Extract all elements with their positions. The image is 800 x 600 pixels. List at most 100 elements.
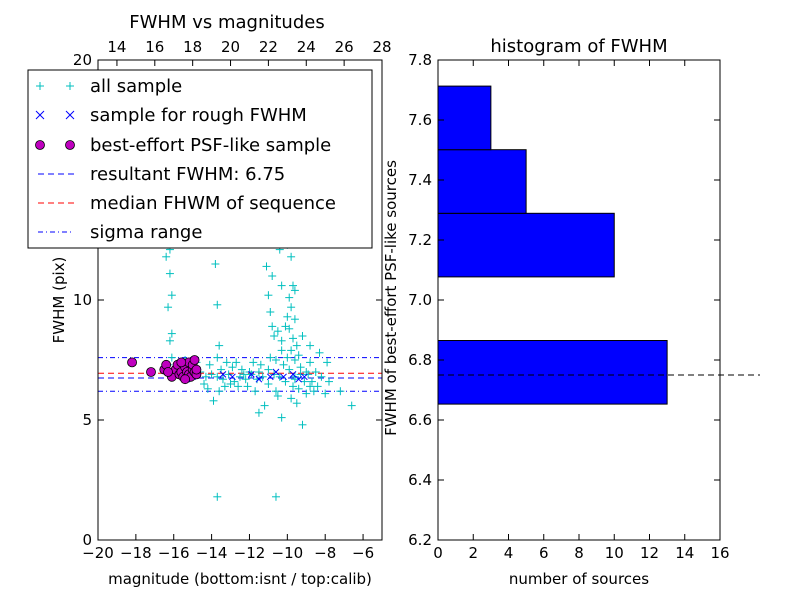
legend-entry-sigma-range: sigma range	[90, 222, 202, 243]
all-sample-point	[165, 336, 174, 345]
all-sample-point	[226, 380, 235, 388]
all-sample-point	[290, 356, 299, 364]
psf-like-point	[176, 357, 187, 368]
psf-like-point	[146, 367, 156, 377]
legend-circle-marker	[65, 140, 75, 150]
all-sample-point	[302, 389, 311, 398]
all-sample-point	[290, 286, 299, 295]
all-sample-point	[292, 399, 301, 408]
all-sample-point	[167, 329, 176, 338]
x-tick-label: 14	[675, 544, 694, 562]
histogram-bar	[437, 212, 615, 278]
x-tick-label: 8	[574, 544, 584, 562]
x-tick-label: 12	[640, 544, 659, 562]
all-sample-point	[321, 389, 330, 398]
top-x-tick-label: 26	[335, 38, 354, 56]
psf-like-point	[163, 367, 173, 377]
all-sample-point	[296, 363, 305, 372]
all-sample-point	[232, 358, 241, 367]
all-sample-point	[249, 358, 258, 367]
all-sample-point	[167, 291, 176, 300]
x-marker-b	[266, 373, 274, 381]
all-sample-point	[275, 372, 284, 381]
histogram-axis-ticks: 0 2 4 6 8 10 12 14 16 6.2 6.4 6.6 6.8 7.0 7.2 7.4 7.6 7.8	[408, 51, 729, 562]
all-sample-point	[207, 370, 216, 379]
scatter-chart: −20 −18 −16 −14 −12 −10 −8 −6 14 16 18 20 22 24 26 28 0 5…	[50, 12, 392, 588]
all-sample-point	[253, 375, 262, 384]
scatter-x-axis-label: magnitude (bottom:isnt / top:calib)	[108, 570, 372, 588]
legend-entry-rough-fwhm: sample for rough FWHM	[90, 105, 307, 126]
all-sample-point	[273, 327, 282, 336]
y-tick-label: 5	[82, 411, 92, 429]
all-sample-point	[307, 377, 316, 386]
all-sample-point	[287, 303, 296, 312]
all-sample-point	[228, 363, 237, 372]
x-tick-label: 10	[605, 544, 624, 562]
y-tick-label: 7.2	[408, 231, 432, 249]
all-sample-point	[323, 358, 332, 367]
legend-circle-marker	[35, 140, 45, 150]
legend-entry-all-sample: all sample	[90, 76, 182, 97]
all-sample-point	[224, 370, 233, 379]
all-sample-point	[243, 382, 252, 391]
all-sample-point	[262, 262, 271, 271]
all-sample-point	[317, 372, 326, 381]
histogram-bar	[437, 149, 527, 214]
all-sample-point	[277, 281, 286, 290]
y-tick-label: 7.6	[408, 111, 432, 129]
rough-fwhm-point	[248, 371, 255, 378]
all-sample-point	[277, 336, 286, 345]
x-marker-b	[219, 371, 227, 378]
rough-fwhm-point	[266, 373, 274, 381]
all-sample-point	[271, 387, 280, 396]
all-sample-point	[285, 324, 294, 333]
all-sample-point	[215, 341, 224, 350]
psf-like-point	[189, 355, 200, 365]
legend-entry-resultant-fwhm: resultant FWHM: 6.75	[90, 164, 285, 185]
all-sample-point	[347, 401, 356, 410]
y-tick-label: 20	[73, 51, 92, 69]
rough-fwhm-point	[295, 375, 303, 383]
x-tick-label: −16	[158, 544, 190, 562]
all-sample-point	[251, 387, 260, 396]
top-x-tick-label: 24	[297, 38, 316, 56]
histogram-plot-area	[437, 85, 760, 405]
legend-x-marker	[35, 110, 45, 120]
x-tick-label: 4	[504, 544, 514, 562]
all-sample-point	[266, 353, 275, 362]
scatter-axis-ticks: −20 −18 −16 −14 −12 −10 −8 −6 14 16 18 20 22 24 26 28 0 5…	[73, 38, 392, 562]
top-x-tick-label: 16	[145, 38, 164, 56]
all-sample-point	[256, 360, 265, 369]
histogram-y-axis-label: FWHM of best-effort PSF-like sources	[382, 160, 400, 436]
psf-like-point	[127, 357, 137, 368]
all-sample-point	[213, 300, 222, 309]
all-sample-point	[289, 281, 298, 290]
all-sample-point	[315, 348, 324, 357]
all-sample-point	[258, 372, 267, 381]
rough-fwhm-point	[219, 371, 227, 378]
all-sample-point	[264, 291, 273, 300]
all-sample-point	[203, 384, 212, 393]
x-tick-label: 0	[433, 544, 443, 562]
all-sample-point	[277, 413, 286, 422]
top-x-tick-label: 28	[372, 38, 391, 56]
all-sample-point	[237, 365, 246, 374]
y-tick-label: 6.8	[408, 351, 432, 369]
psf-like-point	[180, 374, 190, 385]
all-sample-point	[241, 375, 250, 384]
rough-fwhm-point	[289, 371, 297, 378]
all-sample-point	[271, 356, 280, 364]
rough-fwhm-point	[272, 368, 280, 376]
all-sample-point	[218, 375, 227, 384]
all-sample-point	[220, 382, 229, 391]
all-sample-point	[209, 396, 218, 405]
y-tick-label: 6.4	[408, 471, 432, 489]
all-sample-point	[264, 380, 273, 388]
all-sample-point	[283, 312, 292, 321]
scatter-plot-area	[98, 221, 382, 501]
rough-fwhm-point	[280, 373, 287, 381]
y-tick-label: 6.2	[408, 531, 432, 549]
histogram-x-axis-label: number of sources	[509, 570, 649, 588]
all-sample-point	[254, 408, 263, 417]
